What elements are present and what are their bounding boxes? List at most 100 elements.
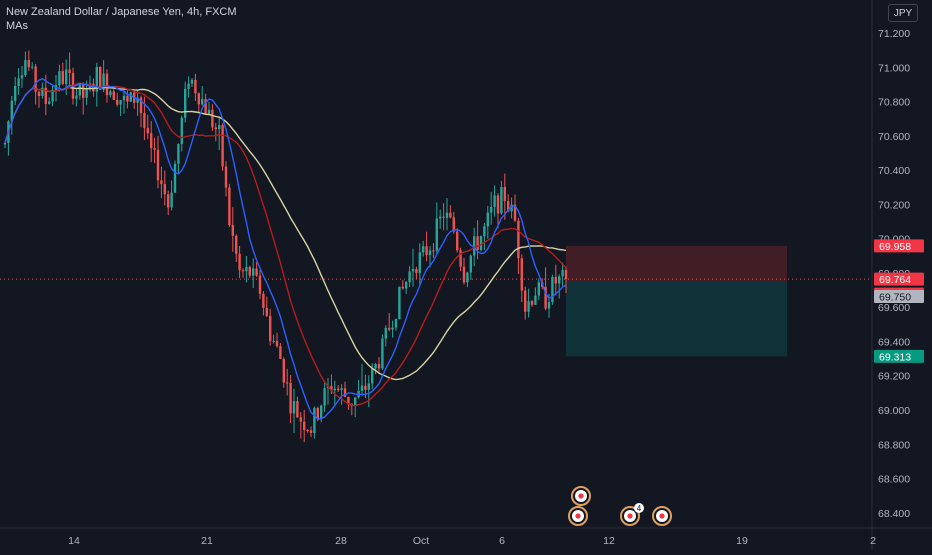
candle-body[interactable] xyxy=(527,301,530,312)
candle-body[interactable] xyxy=(65,69,68,84)
candle-body[interactable] xyxy=(466,272,469,283)
candle-body[interactable] xyxy=(503,187,506,202)
candle-body[interactable] xyxy=(218,125,221,130)
candle-body[interactable] xyxy=(377,364,381,369)
candle-body[interactable] xyxy=(78,83,81,96)
candle-body[interactable] xyxy=(68,69,71,73)
candle-body[interactable] xyxy=(163,184,166,195)
candle-body[interactable] xyxy=(551,277,554,303)
candle-body[interactable] xyxy=(381,338,384,369)
candle-body[interactable] xyxy=(282,358,285,383)
candle-body[interactable] xyxy=(75,95,78,99)
candle-body[interactable] xyxy=(347,396,350,404)
event-count-badge[interactable]: 4 xyxy=(637,504,642,513)
candle-body[interactable] xyxy=(258,275,262,294)
candle-body[interactable] xyxy=(449,212,452,218)
candle-body[interactable] xyxy=(150,133,153,149)
candle-body[interactable] xyxy=(269,315,272,342)
candle-body[interactable] xyxy=(136,97,139,103)
candle-body[interactable] xyxy=(24,60,27,76)
target-price-tag[interactable]: 69.313 xyxy=(879,351,911,363)
candle-body[interactable] xyxy=(10,100,13,122)
candle-body[interactable] xyxy=(201,99,204,105)
candle-body[interactable] xyxy=(493,195,496,207)
candle-body[interactable] xyxy=(320,405,323,419)
candle-body[interactable] xyxy=(425,246,428,255)
candle-body[interactable] xyxy=(384,327,387,339)
candle-body[interactable] xyxy=(109,91,112,96)
candle-body[interactable] xyxy=(442,216,445,218)
candle-body[interactable] xyxy=(255,268,258,276)
stop-price-tag[interactable]: 69.958 xyxy=(879,241,911,253)
candle-body[interactable] xyxy=(224,166,228,188)
entry-price-tag[interactable]: 69.750 xyxy=(879,291,911,303)
candle-body[interactable] xyxy=(452,217,455,232)
candle-body[interactable] xyxy=(170,192,173,208)
candle-body[interactable] xyxy=(534,295,537,305)
candle-body[interactable] xyxy=(391,327,394,330)
candle-body[interactable] xyxy=(554,277,557,284)
candle-body[interactable] xyxy=(17,78,20,86)
candle-body[interactable] xyxy=(415,269,418,274)
candle-body[interactable] xyxy=(507,201,510,212)
candle-body[interactable] xyxy=(51,89,54,102)
candle-body[interactable] xyxy=(231,225,234,236)
candle-body[interactable] xyxy=(252,268,255,276)
candle-body[interactable] xyxy=(354,397,357,406)
candle-body[interactable] xyxy=(388,327,391,330)
candle-body[interactable] xyxy=(398,286,401,319)
candle-body[interactable] xyxy=(490,206,493,213)
ma-fast-line[interactable] xyxy=(4,78,567,421)
candle-body[interactable] xyxy=(3,142,7,145)
candle-body[interactable] xyxy=(435,218,438,251)
candle-body[interactable] xyxy=(418,252,421,274)
candle-body[interactable] xyxy=(486,212,489,227)
candle-body[interactable] xyxy=(44,87,47,104)
candle-body[interactable] xyxy=(265,307,268,316)
candle-body[interactable] xyxy=(143,113,146,128)
candle-body[interactable] xyxy=(214,127,217,130)
candle-body[interactable] xyxy=(405,282,408,289)
candle-body[interactable] xyxy=(401,286,404,289)
candle-body[interactable] xyxy=(139,97,143,114)
candle-body[interactable] xyxy=(85,89,88,98)
candle-body[interactable] xyxy=(459,250,462,267)
candle-body[interactable] xyxy=(82,83,85,98)
candle-body[interactable] xyxy=(306,429,309,431)
candle-body[interactable] xyxy=(510,204,513,212)
candle-body[interactable] xyxy=(204,99,207,115)
candle-body[interactable] xyxy=(221,125,224,167)
candle-body[interactable] xyxy=(92,83,95,92)
candle-body[interactable] xyxy=(303,421,306,430)
candle-body[interactable] xyxy=(323,388,326,406)
candle-body[interactable] xyxy=(371,368,374,384)
candle-body[interactable] xyxy=(520,258,523,291)
candle-body[interactable] xyxy=(95,66,98,92)
candle-body[interactable] xyxy=(496,195,500,214)
candle-body[interactable] xyxy=(207,109,211,115)
candle-body[interactable] xyxy=(37,91,41,97)
candle-body[interactable] xyxy=(513,204,517,221)
indicator-label[interactable]: MAs xyxy=(6,20,28,32)
candle-body[interactable] xyxy=(524,290,527,312)
candle-body[interactable] xyxy=(411,269,415,272)
candle-body[interactable] xyxy=(343,388,347,397)
candle-body[interactable] xyxy=(160,180,163,185)
candle-body[interactable] xyxy=(544,286,547,309)
candle-body[interactable] xyxy=(428,250,432,255)
ma-mid-line[interactable] xyxy=(4,82,567,407)
candle-body[interactable] xyxy=(102,73,105,90)
candle-body[interactable] xyxy=(126,95,129,102)
candle-body[interactable] xyxy=(530,301,534,305)
candle-body[interactable] xyxy=(296,401,299,418)
candle-body[interactable] xyxy=(275,340,279,347)
candle-body[interactable] xyxy=(299,417,302,422)
candle-body[interactable] xyxy=(48,101,51,104)
candle-body[interactable] xyxy=(167,194,170,208)
candle-body[interactable] xyxy=(313,407,316,433)
candle-body[interactable] xyxy=(197,93,200,105)
candle-body[interactable] xyxy=(537,282,540,296)
candle-body[interactable] xyxy=(340,388,343,391)
candle-body[interactable] xyxy=(289,383,292,414)
